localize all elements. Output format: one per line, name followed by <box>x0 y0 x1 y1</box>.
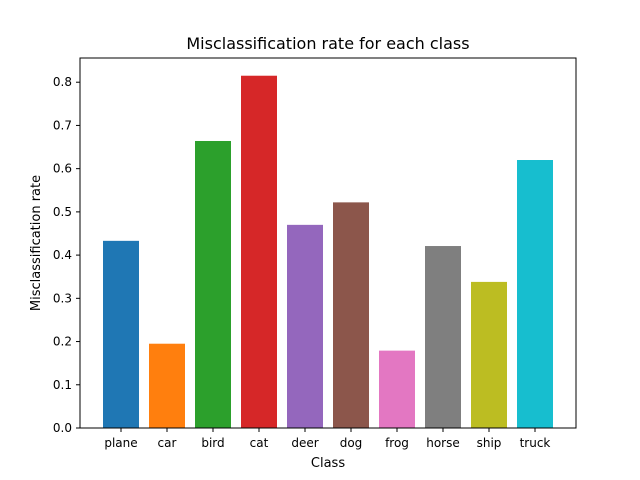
y-axis-label: Misclassification rate <box>29 175 44 311</box>
bar-plane <box>103 240 139 428</box>
x-tick-label: car <box>158 436 177 450</box>
x-tick-label: dog <box>340 436 363 450</box>
y-tick-label: 0.0 <box>53 421 72 435</box>
x-tick-label: ship <box>477 436 502 450</box>
y-tick-label: 0.6 <box>53 162 72 176</box>
bars-group <box>103 75 553 429</box>
bar-deer <box>287 224 323 428</box>
x-tick-label: deer <box>291 436 318 450</box>
plot-frame <box>79 57 577 429</box>
x-axis-ticks: plane car bird cat deer dog frog horse ship truck <box>104 428 550 450</box>
bar-ship <box>471 281 507 428</box>
bar-horse <box>425 246 461 428</box>
bar-cat <box>241 75 277 428</box>
x-tick-label: truck <box>520 436 551 450</box>
bar-bird <box>195 140 231 429</box>
y-tick-label: 0.1 <box>53 378 72 392</box>
x-tick-label: horse <box>426 436 460 450</box>
y-tick-label: 0.4 <box>53 248 72 262</box>
chart-title: Misclassification rate for each class <box>186 34 469 53</box>
y-tick-label: 0.7 <box>53 118 72 132</box>
y-axis-ticks: 0.0 0.1 0.2 0.3 0.4 0.5 0.6 0.7 0.8 <box>53 75 80 435</box>
bar-truck <box>517 160 553 428</box>
x-tick-label: frog <box>385 436 409 450</box>
y-tick-label: 0.8 <box>53 75 72 89</box>
y-tick-label: 0.3 <box>53 291 72 305</box>
bar-dog <box>333 202 369 428</box>
y-tick-label: 0.5 <box>53 205 72 219</box>
x-tick-label: bird <box>201 436 224 450</box>
x-tick-label: plane <box>104 436 137 450</box>
x-axis-label: Class <box>311 456 345 471</box>
bar-car <box>149 343 185 428</box>
y-tick-label: 0.2 <box>53 335 72 349</box>
bar-frog <box>379 350 415 428</box>
x-tick-label: cat <box>250 436 269 450</box>
